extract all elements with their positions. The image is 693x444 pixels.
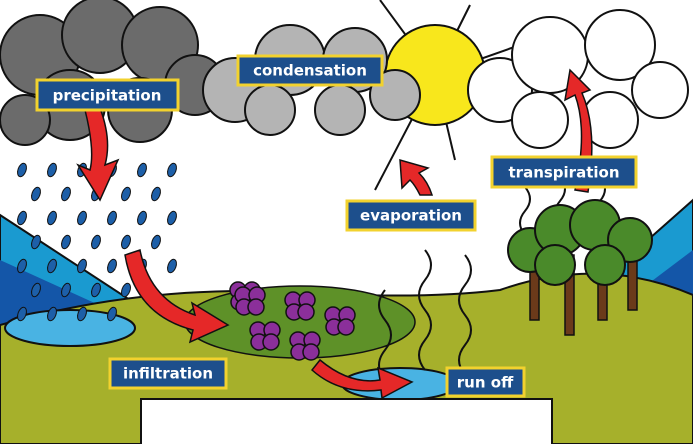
petal — [298, 304, 314, 320]
label-infiltration: infiltration — [123, 365, 213, 383]
label-condensation: condensation — [253, 62, 367, 80]
label-transpiration: transpiration — [509, 164, 620, 182]
petal — [263, 334, 279, 350]
petal — [303, 344, 319, 360]
water-cycle-diagram: precipitation condensation evaporation t… — [0, 0, 693, 444]
label-evaporation: evaporation — [360, 207, 462, 225]
petal — [248, 299, 264, 315]
label-run-off: run off — [457, 374, 514, 392]
petal — [338, 319, 354, 335]
caption-box — [141, 399, 552, 444]
label-precipitation: precipitation — [53, 87, 162, 105]
